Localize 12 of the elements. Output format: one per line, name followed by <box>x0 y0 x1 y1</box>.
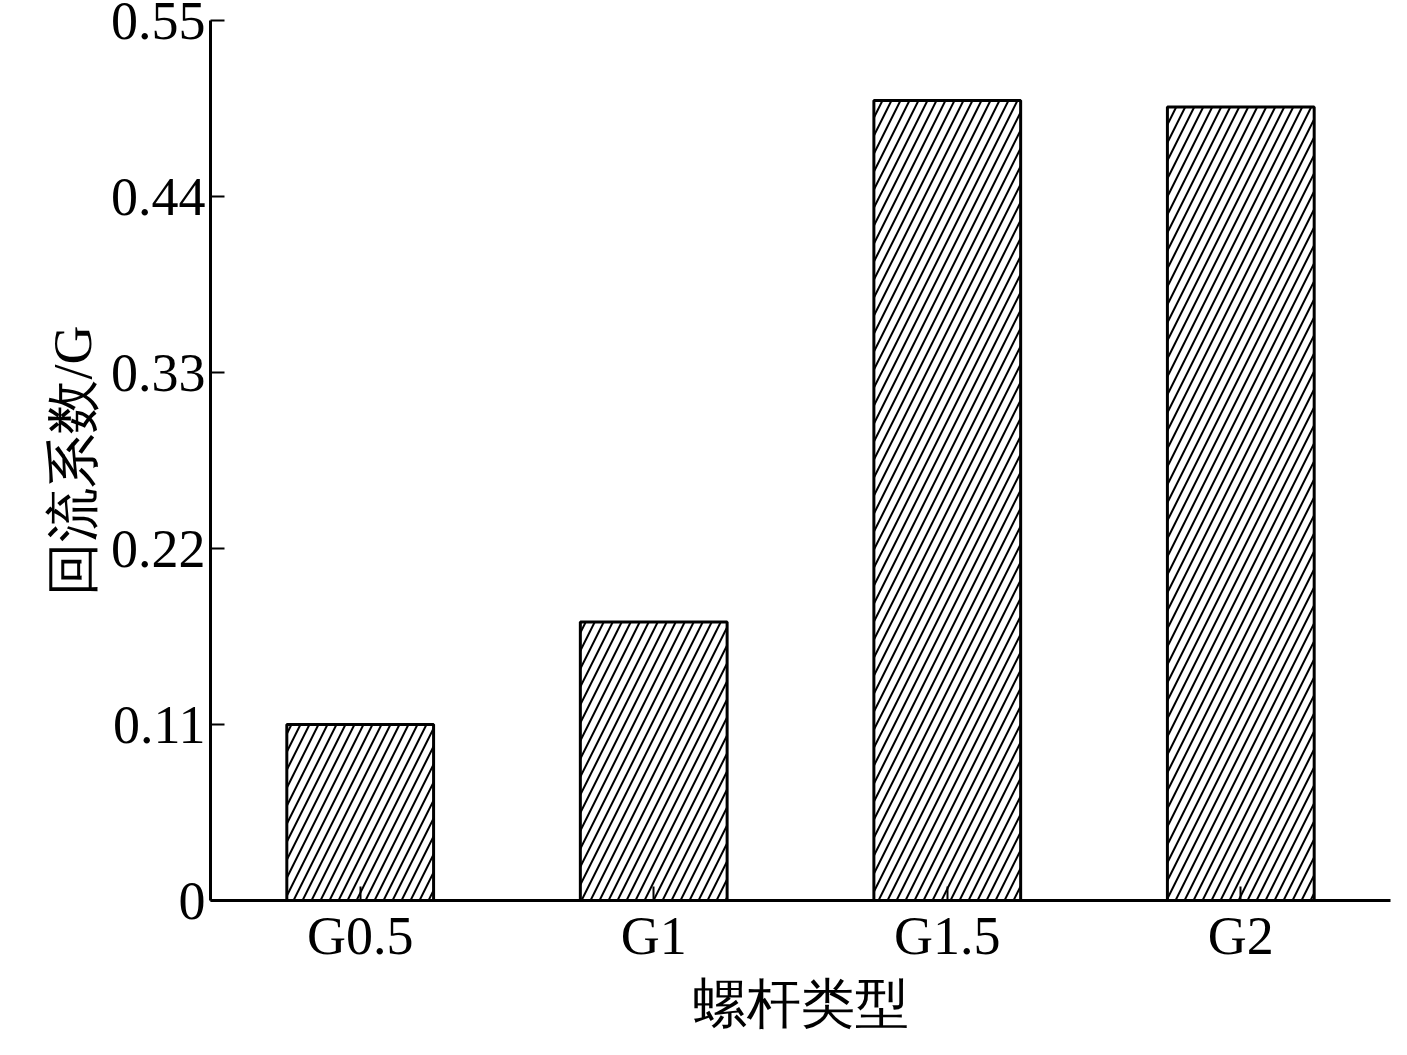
y-tick-label: 0.44 <box>111 166 206 227</box>
y-axis-title: 回流系数/G <box>43 325 103 596</box>
x-tick-label: G2 <box>1207 905 1274 966</box>
x-axis-title: 螺杆类型 <box>692 973 909 1034</box>
x-tick-label: G1.5 <box>894 905 1001 966</box>
y-tick-label: 0.55 <box>111 0 206 51</box>
y-tick-label: 0.33 <box>111 342 206 403</box>
y-tick-label: 0 <box>178 870 206 931</box>
x-tick-label: G0.5 <box>306 905 414 966</box>
x-tick-label: G1 <box>620 905 687 966</box>
y-tick-label: 0.22 <box>111 518 206 579</box>
y-tick-label: 0.11 <box>113 694 206 755</box>
